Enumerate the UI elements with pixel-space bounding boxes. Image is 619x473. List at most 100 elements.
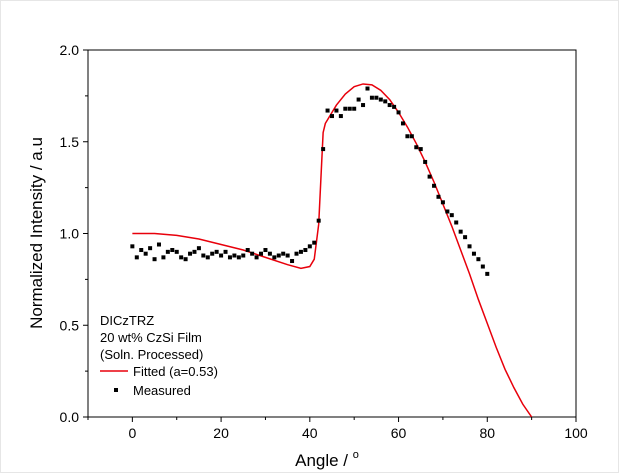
measured-point [432,183,437,188]
measured-point [427,174,432,179]
measured-point [196,246,201,251]
measured-point [179,255,184,260]
measured-point [130,244,135,249]
measured-point [396,110,401,115]
measured-point [139,248,144,253]
measured-point [365,86,370,91]
y-tick-label: 1.5 [60,134,80,150]
x-tick-label: 80 [479,425,495,441]
measured-point [183,257,188,262]
measured-point [343,106,348,111]
measured-point [476,257,481,262]
annotation-line-1: DICzTRZ [100,313,154,328]
measured-point [263,248,268,253]
measured-point [369,95,374,100]
measured-point [161,255,166,260]
measured-point [152,257,157,262]
measured-point [330,114,334,119]
measured-point [436,194,441,199]
measured-point [458,229,463,234]
measured-point [210,251,215,256]
y-axis: 0.0 0.5 1.0 1.5 2.0 [60,42,88,425]
measured-point [303,248,308,253]
legend-fitted-label: Fitted (a=0.53) [133,364,218,379]
measured-point [272,255,277,260]
y-tick-label: 0.5 [60,317,80,333]
y-axis-title: Normalized Intensity / a.u [27,137,46,329]
measured-point [232,253,237,258]
measured-point [276,253,281,258]
measured-point [285,253,290,258]
annotation-line-2: 20 wt% CzSi Film [100,330,202,345]
measured-point [254,255,259,260]
measured-point [325,108,330,113]
measured-point [205,255,210,260]
measured-point [321,147,326,152]
measured-point [347,106,352,111]
measured-point [290,259,295,264]
x-tick-label: 40 [302,425,318,441]
measured-point [241,253,246,258]
measured-point [259,251,264,256]
x-tick-label: 60 [391,425,407,441]
measured-point [387,103,392,108]
measured-point [409,134,414,139]
measured-point [423,159,428,164]
measured-point [374,95,379,100]
measured-point [334,108,339,113]
measured-point [467,244,472,249]
annotation: DICzTRZ 20 wt% CzSi Film (Soln. Processe… [100,313,203,362]
measured-point [480,264,485,269]
measured-point [414,145,419,150]
measured-point [219,253,224,258]
measured-point [445,209,450,214]
measured-point [192,249,197,254]
measured-point [188,251,193,256]
measured-point [143,251,148,256]
measured-point [338,114,343,119]
measured-point [316,218,321,223]
legend: Fitted (a=0.53) Measured [100,364,218,398]
measured-point [294,251,299,256]
measured-point [170,248,175,253]
measured-point [174,249,179,254]
measured-point [165,249,170,254]
measured-point [356,97,361,102]
fitted-line [132,83,533,417]
x-tick-label: 100 [564,425,588,441]
y-tick-label: 0.0 [60,409,80,425]
measured-point [148,246,153,251]
measured-point [392,104,397,109]
x-axis-title: Angle / o [295,449,359,470]
measured-point [463,235,468,240]
measured-point [223,249,228,254]
x-tick-label: 20 [213,425,229,441]
measured-point [352,106,357,111]
measured-point [236,255,241,260]
measured-point [267,251,272,256]
measured-point [471,251,476,256]
measured-point [214,249,219,254]
measured-point [449,213,454,218]
x-axis: 0 20 40 60 80 100 [87,417,588,441]
measured-point [201,253,206,258]
measured-point [418,147,423,152]
measured-point [485,271,490,276]
measured-point [383,99,388,104]
measured-point [245,248,250,253]
x-tick-label: 0 [128,425,136,441]
measured-point [454,220,459,225]
measured-point [378,97,383,102]
measured-point [361,103,366,108]
measured-point [307,244,312,249]
y-tick-label: 1.0 [60,226,80,242]
measured-point [440,200,445,205]
measured-point [298,249,303,254]
annotation-line-3: (Soln. Processed) [100,347,203,362]
y-tick-label: 2.0 [60,42,80,58]
measured-point [405,134,410,139]
legend-measured-label: Measured [133,383,191,398]
measured-point [156,242,161,247]
measured-point [400,121,405,126]
